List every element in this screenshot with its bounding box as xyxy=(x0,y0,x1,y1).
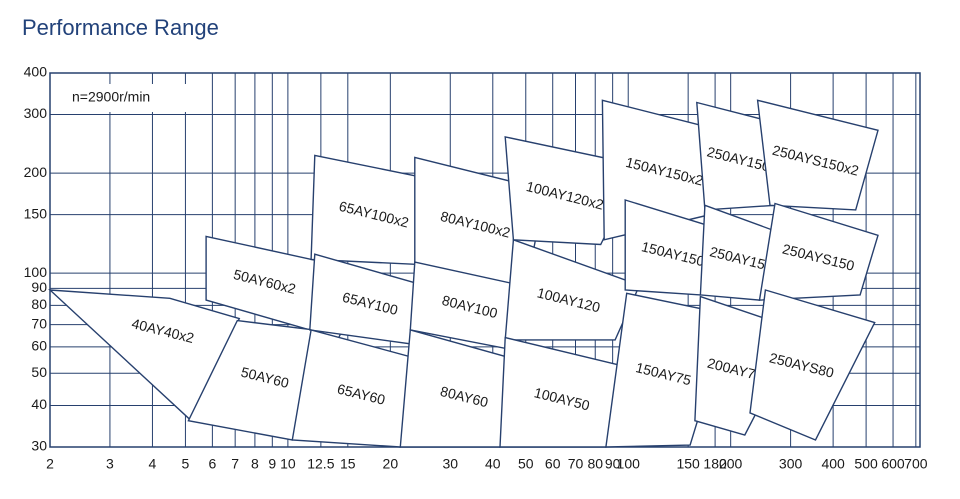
y-tick-label: 30 xyxy=(31,438,47,454)
performance-region xyxy=(756,99,879,211)
performance-region xyxy=(504,238,641,341)
x-tick-label: 30 xyxy=(442,456,458,472)
annotation-box xyxy=(60,84,190,112)
x-tick-label: 200 xyxy=(719,456,743,472)
x-tick-label: 8 xyxy=(251,456,259,472)
y-tick-label: 400 xyxy=(24,64,48,80)
x-tick-label: 5 xyxy=(182,456,190,472)
x-tick-label: 90 xyxy=(605,456,621,472)
x-tick-label: 150 xyxy=(676,456,700,472)
x-tick-label: 2 xyxy=(46,456,54,472)
x-tick-label: 500 xyxy=(854,456,878,472)
y-tick-label: 70 xyxy=(31,315,47,331)
x-tick-label: 10 xyxy=(280,456,296,472)
x-tick-label: 6 xyxy=(208,456,216,472)
x-tick-label: 600 xyxy=(881,456,905,472)
x-tick-label: 4 xyxy=(149,456,157,472)
y-tick-label: 40 xyxy=(31,396,47,412)
y-tick-label: 150 xyxy=(24,205,48,221)
x-tick-label: 100 xyxy=(617,456,641,472)
x-tick-label: 12.5 xyxy=(307,456,334,472)
x-tick-label: 3 xyxy=(106,456,114,472)
x-tick-label: 60 xyxy=(545,456,561,472)
x-tick-label: 15 xyxy=(340,456,356,472)
x-tick-label: 7 xyxy=(231,456,239,472)
y-tick-label: 50 xyxy=(31,364,47,380)
y-tick-label: 80 xyxy=(31,296,47,312)
x-tick-label: 80 xyxy=(587,456,603,472)
performance-region xyxy=(758,202,879,301)
annotation: n=2900r/min xyxy=(72,89,150,105)
x-tick-label: 70 xyxy=(568,456,584,472)
chart-title: Performance Range xyxy=(22,15,219,40)
x-tick-label: 20 xyxy=(383,456,399,472)
y-tick-label: 200 xyxy=(24,164,48,180)
x-tick-label: 300 xyxy=(779,456,803,472)
x-tick-label: 400 xyxy=(821,456,845,472)
y-tick-label: 100 xyxy=(24,264,48,280)
performance-region xyxy=(749,289,876,441)
x-tick-label: 50 xyxy=(518,456,534,472)
x-tick-label: 180 xyxy=(703,456,727,472)
y-tick-label: 60 xyxy=(31,338,47,354)
x-tick-label: 9 xyxy=(268,456,276,472)
y-tick-label: 90 xyxy=(31,279,47,295)
x-tick-label: 40 xyxy=(485,456,501,472)
x-tick-label: 700 xyxy=(904,456,928,472)
performance-region xyxy=(48,289,241,422)
y-tick-label: 300 xyxy=(24,105,48,121)
